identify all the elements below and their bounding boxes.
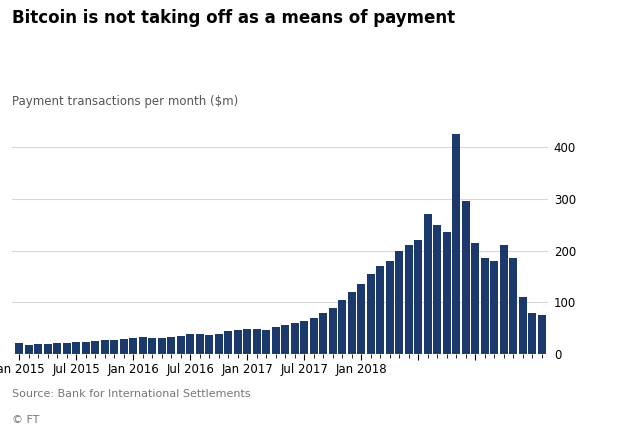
Bar bbox=[310, 318, 318, 354]
Bar bbox=[272, 327, 280, 354]
Bar bbox=[442, 232, 450, 354]
Bar bbox=[234, 330, 242, 354]
Bar bbox=[366, 274, 374, 354]
Bar bbox=[281, 325, 289, 354]
Bar bbox=[91, 341, 99, 354]
Bar bbox=[53, 343, 61, 354]
Bar bbox=[376, 266, 384, 354]
Bar bbox=[158, 338, 166, 354]
Bar bbox=[490, 261, 498, 354]
Bar bbox=[357, 284, 365, 354]
Bar bbox=[348, 292, 356, 354]
Bar bbox=[205, 335, 213, 354]
Bar bbox=[138, 337, 146, 354]
Bar bbox=[186, 334, 194, 354]
Bar bbox=[176, 336, 184, 354]
Bar bbox=[15, 343, 23, 354]
Text: Payment transactions per month ($m): Payment transactions per month ($m) bbox=[12, 95, 239, 108]
Bar bbox=[214, 334, 222, 354]
Bar bbox=[471, 243, 479, 354]
Bar bbox=[395, 251, 403, 354]
Bar bbox=[319, 313, 327, 354]
Bar bbox=[252, 329, 260, 354]
Bar bbox=[129, 338, 137, 354]
Bar bbox=[300, 321, 308, 354]
Bar bbox=[433, 225, 441, 354]
Bar bbox=[167, 337, 175, 354]
Bar bbox=[462, 201, 470, 354]
Bar bbox=[62, 343, 70, 354]
Text: Bitcoin is not taking off as a means of payment: Bitcoin is not taking off as a means of … bbox=[12, 9, 455, 27]
Bar bbox=[34, 344, 42, 354]
Bar bbox=[243, 329, 251, 354]
Bar bbox=[500, 245, 508, 354]
Text: Source: Bank for International Settlements: Source: Bank for International Settlemen… bbox=[12, 389, 251, 399]
Bar bbox=[386, 261, 394, 354]
Bar bbox=[148, 338, 156, 354]
Bar bbox=[404, 245, 412, 354]
Bar bbox=[414, 240, 422, 354]
Bar bbox=[338, 300, 346, 354]
Bar bbox=[82, 342, 90, 354]
Bar bbox=[100, 340, 108, 354]
Bar bbox=[224, 331, 232, 354]
Bar bbox=[480, 258, 488, 354]
Bar bbox=[528, 313, 536, 354]
Bar bbox=[328, 308, 336, 354]
Bar bbox=[518, 297, 526, 354]
Bar bbox=[262, 330, 270, 354]
Bar bbox=[110, 340, 118, 354]
Text: © FT: © FT bbox=[12, 415, 40, 425]
Bar bbox=[424, 214, 432, 354]
Bar bbox=[120, 339, 128, 354]
Bar bbox=[509, 258, 517, 354]
Bar bbox=[196, 334, 204, 354]
Bar bbox=[24, 345, 32, 354]
Bar bbox=[452, 134, 460, 354]
Bar bbox=[72, 342, 80, 354]
Bar bbox=[290, 323, 298, 354]
Bar bbox=[538, 315, 546, 354]
Bar bbox=[44, 344, 52, 354]
